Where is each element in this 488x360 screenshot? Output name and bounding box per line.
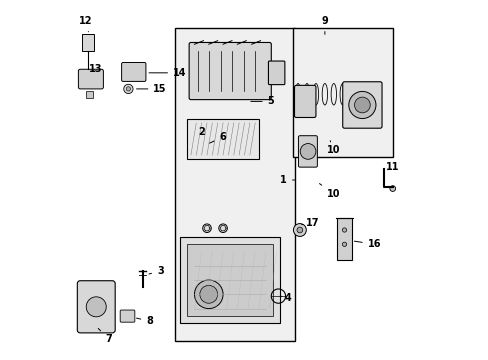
Bar <box>180 237 280 323</box>
FancyBboxPatch shape <box>298 136 317 167</box>
Text: 5: 5 <box>250 96 274 107</box>
Text: 16: 16 <box>354 239 381 249</box>
FancyBboxPatch shape <box>77 281 115 333</box>
Bar <box>85 91 93 98</box>
Bar <box>82 33 94 51</box>
Circle shape <box>218 224 227 233</box>
Circle shape <box>203 224 211 233</box>
Text: 14: 14 <box>149 68 186 78</box>
Bar <box>187 244 272 316</box>
Circle shape <box>293 224 305 237</box>
Bar <box>337 217 351 260</box>
FancyBboxPatch shape <box>120 310 135 322</box>
Circle shape <box>342 228 346 232</box>
Text: 8: 8 <box>136 316 153 326</box>
Circle shape <box>123 84 133 94</box>
Circle shape <box>126 87 130 91</box>
Text: 10: 10 <box>326 141 340 155</box>
FancyBboxPatch shape <box>294 85 315 117</box>
Text: 7: 7 <box>98 328 112 344</box>
Circle shape <box>354 97 369 113</box>
Text: 3: 3 <box>149 266 163 276</box>
Text: 4: 4 <box>280 293 291 303</box>
Text: 13: 13 <box>89 64 102 74</box>
FancyBboxPatch shape <box>189 42 271 100</box>
Text: 10: 10 <box>319 184 340 199</box>
FancyBboxPatch shape <box>342 82 381 128</box>
Text: 2: 2 <box>198 127 204 137</box>
Bar <box>187 119 258 158</box>
Text: 17: 17 <box>301 218 319 228</box>
Circle shape <box>342 242 346 247</box>
Circle shape <box>200 285 217 303</box>
Circle shape <box>86 297 106 317</box>
FancyBboxPatch shape <box>78 69 103 89</box>
Circle shape <box>300 144 315 159</box>
Text: 12: 12 <box>79 16 92 32</box>
Text: 11: 11 <box>385 162 398 172</box>
Text: 9: 9 <box>321 16 327 34</box>
Text: 1: 1 <box>280 175 294 185</box>
Circle shape <box>296 227 302 233</box>
Bar <box>292 28 392 157</box>
Circle shape <box>194 280 223 309</box>
Bar <box>175 28 294 341</box>
FancyBboxPatch shape <box>122 63 145 81</box>
Text: 6: 6 <box>209 132 226 143</box>
FancyBboxPatch shape <box>268 61 285 85</box>
Circle shape <box>389 186 395 192</box>
Circle shape <box>348 91 375 118</box>
Text: 15: 15 <box>136 84 166 94</box>
